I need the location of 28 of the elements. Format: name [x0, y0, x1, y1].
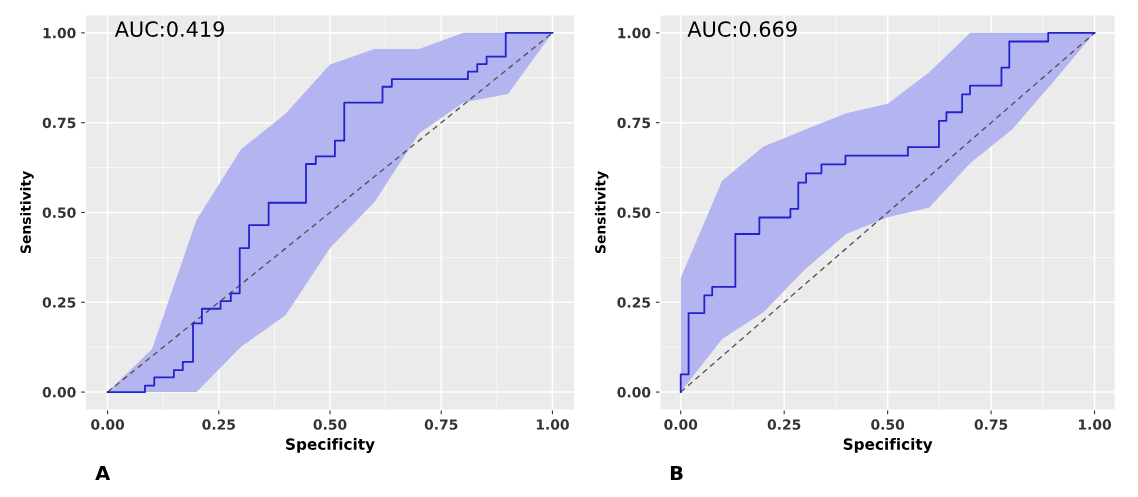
x-tick-label: 0.25: [202, 419, 235, 430]
y-tick-label: 0.75: [42, 117, 76, 129]
x-tick-label: 0.50: [871, 419, 905, 430]
y-tick-label: 0.00: [617, 387, 651, 398]
annotation: AUC:0.419: [114, 21, 224, 37]
y-tick-label: 0.25: [617, 297, 651, 308]
y-axis-title: Sensitivity: [594, 171, 609, 254]
text: A: [95, 465, 111, 481]
annotation: AUC:0.669: [687, 21, 797, 37]
x-tick-label: 1.00: [536, 419, 569, 430]
x-tick-label: 1.00: [1078, 419, 1112, 430]
y-tick-label: 0.50: [42, 207, 76, 218]
y-tick-label: 0.75: [617, 117, 651, 129]
y-tick-label: 0.25: [42, 297, 76, 308]
x-tick-label: 0.00: [91, 419, 125, 430]
y-tick-label: 1.00: [618, 27, 651, 39]
x-tick-label: 0.25: [767, 419, 801, 430]
x-tick-label: 0.00: [664, 419, 698, 430]
y-tick-label: 0.50: [617, 207, 651, 218]
y-tick-label: 0.00: [42, 387, 76, 398]
x-tick-label: 0.75: [424, 419, 458, 430]
x-axis-title: Specificity: [286, 438, 375, 453]
y-tick-label: 1.00: [43, 27, 76, 39]
x-axis-title: Specificity: [843, 438, 933, 453]
x-tick-label: 0.75: [974, 419, 1008, 430]
text: B: [670, 465, 683, 481]
x-tick-label: 0.50: [313, 419, 347, 430]
y-axis-title: Sensitivity: [20, 171, 34, 254]
